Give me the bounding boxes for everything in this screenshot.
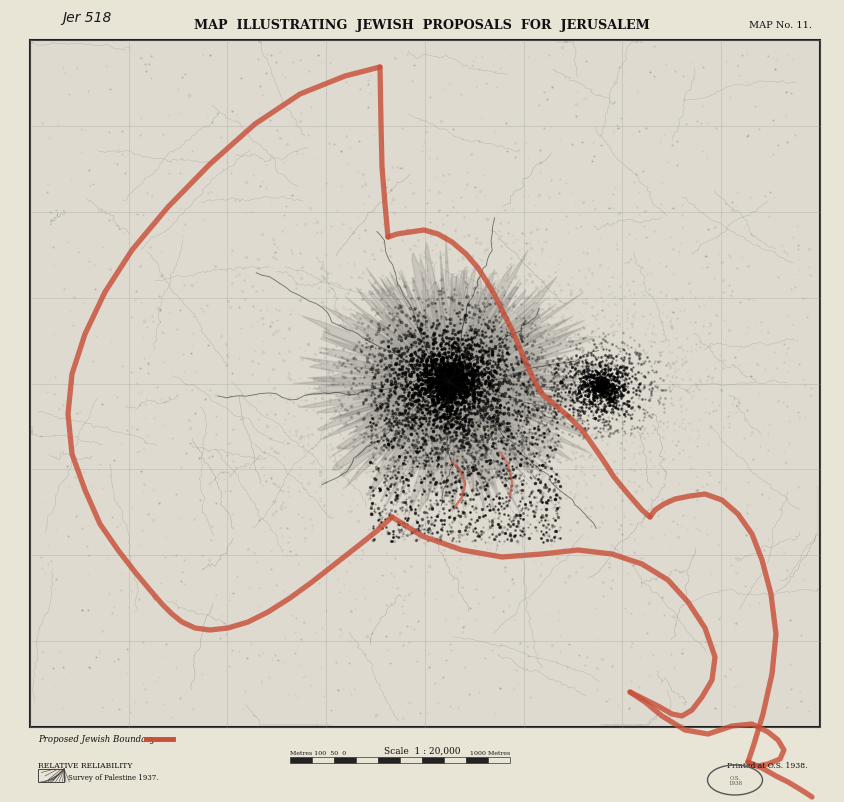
Bar (399, 757, 421, 763)
Text: Survey of Palestine 1937.: Survey of Palestine 1937. (68, 773, 159, 781)
Bar (421, 757, 443, 763)
Bar (355, 757, 377, 763)
Text: RELATIVE RELIABILITY: RELATIVE RELIABILITY (38, 761, 133, 769)
Polygon shape (360, 309, 547, 464)
Text: Metres 100  50  0: Metres 100 50 0 (289, 750, 346, 755)
Polygon shape (293, 235, 617, 519)
Polygon shape (333, 278, 586, 480)
Bar (377, 757, 399, 763)
Polygon shape (313, 268, 577, 511)
Bar (38, 769, 64, 782)
Bar (443, 757, 465, 763)
Text: MAP No. 11.: MAP No. 11. (748, 21, 811, 30)
Text: Proposed Jewish Boundary: Proposed Jewish Boundary (38, 735, 155, 743)
Text: O.S.
1938: O.S. 1938 (727, 775, 741, 785)
Bar (289, 757, 311, 763)
Text: Jer 518: Jer 518 (62, 11, 111, 25)
Bar (311, 757, 333, 763)
Bar (333, 757, 355, 763)
Text: 1000 Metres: 1000 Metres (469, 750, 510, 755)
Text: MAP  ILLUSTRATING  JEWISH  PROPOSALS  FOR  JERUSALEM: MAP ILLUSTRATING JEWISH PROPOSALS FOR JE… (194, 18, 649, 31)
Bar (465, 757, 488, 763)
Text: Scale  1 : 20,000: Scale 1 : 20,000 (383, 746, 460, 755)
Bar (488, 757, 510, 763)
Bar (30, 41, 819, 727)
Text: Printed at O.S. 1938.: Printed at O.S. 1938. (727, 761, 807, 769)
